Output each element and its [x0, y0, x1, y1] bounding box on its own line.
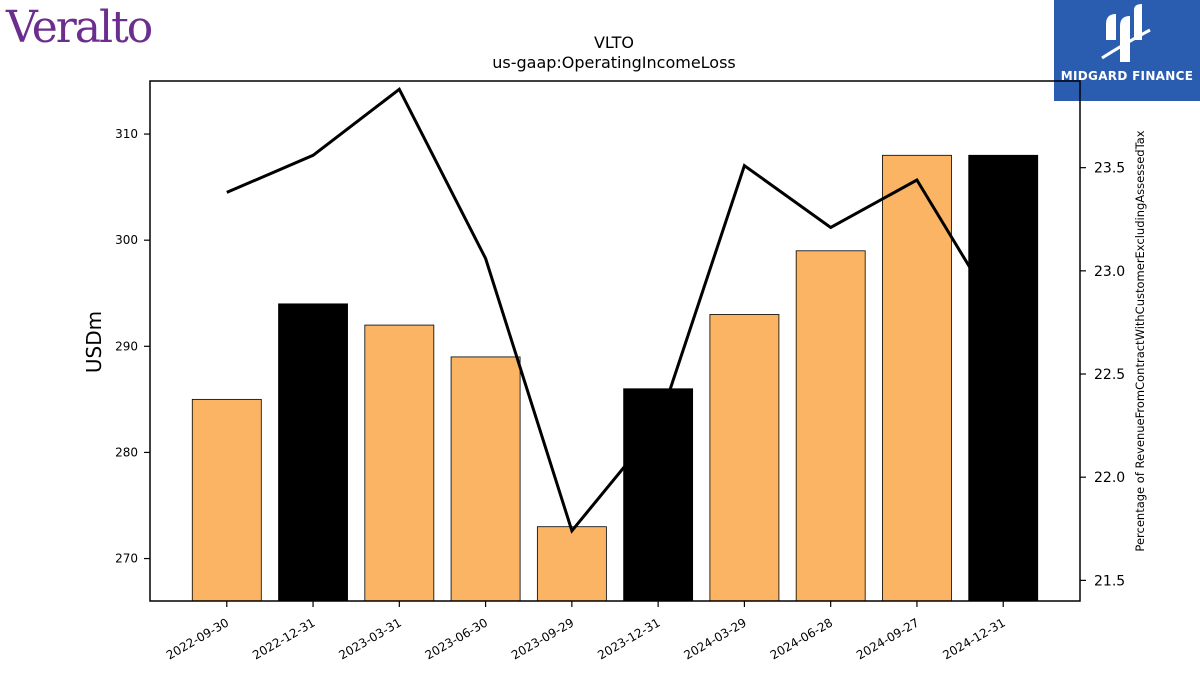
x-tick-label: 2024-09-27 — [854, 615, 921, 662]
x-tick-label: 2023-06-30 — [423, 615, 490, 662]
bar-2023-06-30 — [450, 356, 521, 602]
x-tick-label: 2023-03-31 — [336, 615, 403, 662]
x-tick-label: 2023-12-31 — [595, 615, 662, 662]
veralto-logo: Veralto — [6, 2, 153, 53]
y-tick-label: 300 — [115, 233, 138, 247]
chart-title: VLTO — [594, 33, 634, 52]
bar-2024-03-29 — [709, 314, 780, 602]
y-axis-label: USDm — [82, 311, 106, 373]
chart-subtitle: us-gaap:OperatingIncomeLoss — [492, 53, 736, 72]
bar-2023-03-31 — [364, 324, 435, 602]
x-tick-label: 2022-09-30 — [164, 615, 231, 662]
percentage-line — [226, 87, 1005, 534]
bar-2024-12-31 — [968, 154, 1039, 602]
bar-2022-09-30 — [191, 398, 262, 602]
y2-tick-label: 22.5 — [1094, 367, 1125, 383]
y2-axis-label: Percentage of RevenueFromContractWithCus… — [1133, 130, 1147, 551]
bar-2023-09-29 — [536, 526, 607, 602]
x-tick-label: 2022-12-31 — [250, 615, 317, 662]
line-series — [226, 87, 1005, 534]
x-axis-ticks: 2022-09-30 2022-12-31 2023-03-31 2023-06-30… — [164, 601, 1008, 662]
bar-series — [191, 154, 1039, 602]
midgard-finance-logo: MIDGARD FINANCE — [1054, 0, 1200, 101]
x-tick-label: 2023-09-29 — [509, 615, 576, 662]
bar-2023-12-31 — [623, 388, 694, 602]
right-axis-ticks: 21.5 22.0 22.5 23.0 23.5 — [1080, 161, 1125, 589]
y2-tick-label: 23.0 — [1094, 264, 1125, 280]
y2-tick-label: 23.5 — [1094, 161, 1125, 177]
y-tick-label: 270 — [115, 552, 138, 566]
y-tick-label: 310 — [115, 127, 138, 141]
x-tick-label: 2024-06-28 — [768, 615, 835, 662]
midgard-finance-wordmark: MIDGARD FINANCE — [1060, 69, 1194, 83]
y2-tick-label: 21.5 — [1094, 573, 1125, 589]
y2-tick-label: 22.0 — [1094, 470, 1125, 486]
bar-2022-12-31 — [278, 303, 348, 602]
x-tick-label: 2024-03-29 — [682, 615, 749, 662]
bar-2024-06-28 — [795, 250, 866, 602]
y-tick-label: 290 — [115, 339, 138, 353]
midgard-emblem-icon — [1101, 4, 1151, 62]
plot-frame — [149, 80, 1081, 602]
x-tick-label: 2024-12-31 — [940, 615, 1007, 662]
left-axis-ticks: 270 280 290 300 310 — [115, 127, 150, 566]
bar-2024-09-27 — [882, 154, 952, 602]
y-tick-label: 280 — [115, 445, 138, 459]
